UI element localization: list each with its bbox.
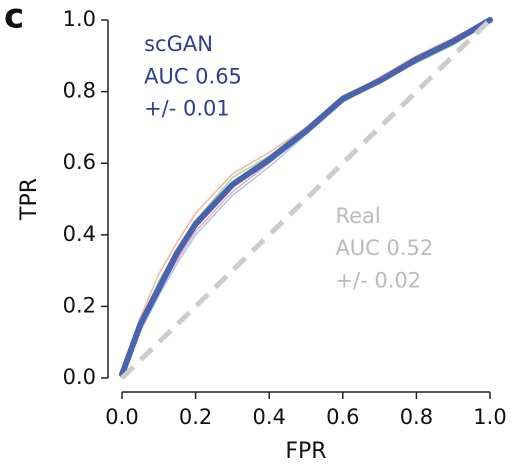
- annotation: +/- 0.01: [144, 97, 230, 121]
- x-tick-label: 0.0: [105, 405, 138, 429]
- y-tick-label: 0.0: [63, 365, 96, 389]
- y-tick-label: 0.2: [63, 293, 96, 317]
- x-tick-label: 0.2: [179, 405, 212, 429]
- x-tick-label: 0.6: [326, 405, 359, 429]
- y-tick-label: 0.4: [63, 222, 96, 246]
- y-tick-label: 0.8: [63, 79, 96, 103]
- x-tick-label: 0.4: [252, 405, 285, 429]
- x-axis-label: FPR: [285, 439, 326, 464]
- roc-curve: [119, 17, 493, 378]
- x-tick-label: 0.8: [400, 405, 433, 429]
- y-tick-label: 1.0: [63, 7, 96, 31]
- annotation: AUC 0.65: [144, 64, 242, 88]
- diagonal-line: [120, 18, 492, 380]
- annotation: AUC 0.52: [335, 236, 433, 260]
- panel-label: c: [4, 0, 24, 37]
- annotation: scGAN: [144, 32, 213, 56]
- annotation: +/- 0.02: [335, 268, 421, 292]
- y-axis-label: TPR: [17, 178, 42, 221]
- roc-curve: [121, 19, 491, 376]
- x-tick-label: 1.0: [473, 405, 506, 429]
- y-tick-label: 0.6: [63, 150, 96, 174]
- annotation: Real: [335, 204, 380, 228]
